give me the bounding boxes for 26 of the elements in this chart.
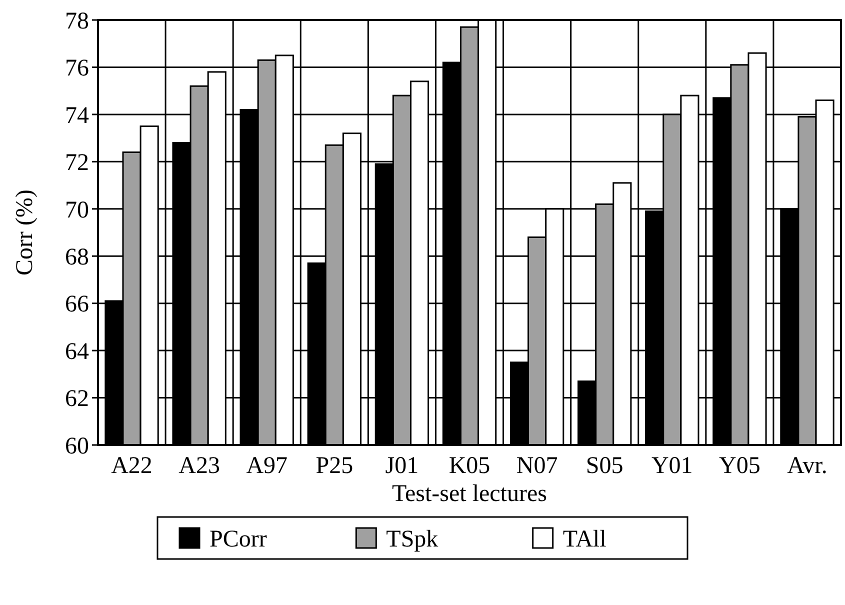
legend-label: TAll bbox=[562, 526, 607, 552]
x-tick-label: A97 bbox=[246, 453, 288, 479]
x-tick-label: K05 bbox=[448, 453, 490, 479]
x-tick-label: Y05 bbox=[719, 453, 760, 479]
y-tick-label: 72 bbox=[65, 150, 89, 176]
y-tick-label: 76 bbox=[65, 56, 89, 82]
x-tick-label: Avr. bbox=[787, 453, 828, 479]
y-tick-label: 60 bbox=[65, 433, 89, 460]
y-tick-label: 66 bbox=[65, 292, 89, 318]
x-tick-label: Y01 bbox=[651, 453, 693, 479]
x-tick-label: A23 bbox=[178, 453, 220, 479]
x-axis-title: Test-set lectures bbox=[392, 481, 547, 507]
y-tick-label: 62 bbox=[65, 386, 89, 412]
x-tick-label: P25 bbox=[316, 453, 354, 479]
legend-label: PCorr bbox=[210, 526, 267, 552]
y-tick-label: 70 bbox=[65, 197, 89, 224]
y-tick-label: 68 bbox=[65, 244, 89, 271]
x-tick-label: N07 bbox=[516, 453, 558, 479]
legend-label: TSpk bbox=[386, 526, 438, 552]
x-tick-label: J01 bbox=[385, 453, 419, 479]
x-tick-label: A22 bbox=[111, 453, 152, 479]
x-tick-label: S05 bbox=[586, 453, 624, 479]
y-tick-label: 64 bbox=[65, 338, 89, 365]
y-tick-label: 74 bbox=[65, 102, 89, 129]
y-axis-title: Corr (%) bbox=[12, 190, 38, 276]
y-tick-label: 78 bbox=[65, 8, 89, 34]
